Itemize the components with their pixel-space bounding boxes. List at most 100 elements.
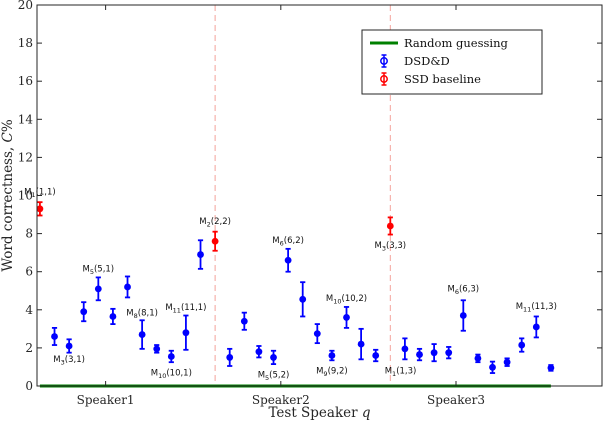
dsd-d-point-19 [328, 349, 336, 362]
dsd-d-point-11 [197, 239, 204, 270]
annotation-9: M5(5,2) [258, 370, 290, 382]
dsd-d-point-32 [532, 315, 540, 339]
marker [489, 363, 496, 371]
annotation-5: M10(10,1) [151, 369, 192, 381]
dsd-d-point-1 [51, 326, 58, 346]
marker [547, 364, 555, 372]
legend-label: Random guessing [404, 36, 508, 50]
legend: Random guessing DSD&D SSD baseline [361, 29, 543, 95]
marker [532, 323, 540, 331]
marker [153, 345, 161, 353]
marker [372, 352, 380, 359]
annotation-11: M9(9,2) [316, 367, 348, 379]
x-axis-title: Test Speaker q [268, 405, 370, 421]
annotation-2: M3(3,1) [53, 355, 85, 367]
dsd-d-point-28 [474, 353, 482, 364]
y-tick-label: 16 [18, 74, 33, 88]
dsd-d-point-26 [445, 346, 453, 360]
dsd-d-point-21 [357, 327, 365, 361]
annotation-8: M6(6,2) [272, 236, 304, 248]
marker [357, 340, 365, 348]
marker [416, 351, 423, 358]
marker [197, 251, 204, 258]
dsd-d-point-23 [401, 337, 409, 361]
dsd-d-point-9 [167, 349, 175, 364]
dsd-d-point-14 [255, 345, 263, 359]
dsd-d-point-13 [240, 311, 248, 331]
dsd-d-point-4 [94, 276, 102, 302]
dsd-d-point-3 [80, 301, 88, 323]
marker [94, 285, 102, 293]
legend-item-2: DSD&D [380, 54, 450, 68]
dsd-d-point-6 [124, 275, 131, 299]
annotation-7: M2(2,2) [199, 217, 231, 229]
marker [459, 312, 467, 319]
annotation-12: M1(1,3) [385, 367, 417, 379]
ssd-baseline-point-2 [211, 230, 219, 252]
marker [430, 349, 438, 357]
x-axis-ticks: Speaker1 Speaker2 Speaker3 [77, 5, 485, 407]
legend-swatch-marker [380, 75, 388, 83]
dsd-d-point-10 [182, 314, 190, 351]
marker [503, 358, 511, 366]
dsd-d-point-27 [459, 299, 467, 332]
legend-item-1: Random guessing [370, 36, 508, 50]
marker [51, 333, 58, 340]
dsd-d-point-15 [270, 349, 277, 365]
legend-item-3: SSD baseline [380, 72, 481, 86]
legend-label: DSD&D [404, 54, 450, 68]
marker [518, 341, 526, 349]
y-tick-label: 2 [25, 341, 33, 355]
y-axis-ticks: 0 2 4 6 8 10 12 14 16 18 20 [18, 0, 602, 393]
dsd-d-point-30 [503, 357, 511, 367]
x-tick-label: Speaker3 [427, 393, 485, 407]
dsd-d-point-20 [343, 306, 350, 329]
dsd-d-point-8 [153, 344, 161, 354]
marker [138, 331, 146, 338]
legend-label: SSD baseline [404, 72, 481, 86]
marker [65, 342, 73, 350]
dsd-d-point-22 [372, 348, 380, 363]
data-points [36, 201, 555, 374]
ssd-baseline-point-1 [36, 201, 44, 217]
marker [401, 345, 409, 353]
y-tick-label: 6 [25, 265, 33, 279]
dsd-d-point-5 [109, 307, 117, 325]
marker [474, 354, 482, 362]
point-annotations: M1(1,1) M3(3,1) M5(5,1) M8(8,1) M10(10,1) M11… [24, 188, 557, 382]
marker [328, 352, 336, 359]
dsd-d-point-17 [299, 281, 307, 318]
marker [343, 314, 350, 321]
marker [167, 353, 175, 360]
y-axis-title: Word correctness, C% [0, 119, 16, 272]
annotation-3: M5(5,1) [82, 265, 114, 277]
annotation-6: M11(11,1) [165, 303, 206, 315]
x-tick-label: Speaker2 [252, 393, 310, 407]
y-tick-label: 4 [25, 303, 33, 317]
dsd-d-point-12 [226, 347, 234, 367]
y-tick-label: 18 [18, 36, 33, 50]
annotation-1: M1(1,1) [24, 188, 56, 200]
marker [182, 329, 190, 337]
dsd-d-point-2 [65, 338, 73, 354]
dsd-d-point-31 [518, 337, 526, 353]
marker [255, 348, 263, 356]
annotation-13: M3(3,3) [374, 241, 406, 253]
marker [299, 295, 307, 303]
dsd-d-point-16 [284, 247, 292, 273]
annotation-15: M11(11,3) [516, 302, 557, 314]
marker [270, 354, 277, 361]
legend-swatch-marker [380, 57, 388, 65]
marker [386, 222, 394, 230]
x-tick-label: Speaker1 [77, 393, 135, 407]
ssd-baseline-point-3 [386, 216, 394, 236]
annotation-10: M10(10,2) [326, 294, 367, 306]
dsd-d-point-24 [416, 347, 423, 362]
dsd-d-point-18 [313, 323, 321, 345]
y-tick-label: 0 [25, 379, 33, 393]
marker [240, 317, 248, 325]
legend-box [361, 29, 543, 95]
marker [226, 354, 234, 361]
marker [80, 308, 88, 316]
